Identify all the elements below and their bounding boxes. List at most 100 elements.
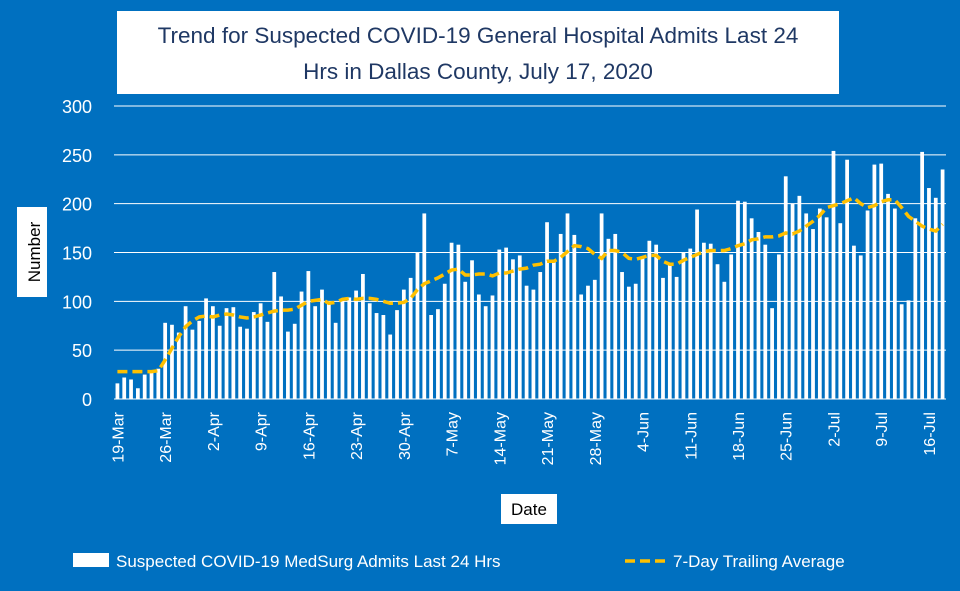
bar — [361, 273, 365, 399]
bar — [326, 301, 331, 399]
x-tick-label: 7-May — [445, 412, 462, 456]
bar — [627, 286, 631, 399]
bar — [142, 374, 147, 399]
bar — [620, 272, 624, 399]
bar — [538, 272, 543, 399]
bar — [756, 231, 761, 399]
bar — [408, 277, 413, 399]
bar — [872, 164, 877, 399]
x-tick-label: 26-Mar — [158, 411, 175, 462]
bar — [640, 257, 645, 399]
x-tick-label: 23-Apr — [349, 411, 366, 460]
x-tick-label: 18-Jun — [731, 412, 748, 461]
bar — [470, 260, 474, 399]
bar — [647, 240, 652, 399]
x-tick-label: 2-Jul — [826, 412, 843, 447]
bar — [681, 252, 686, 399]
bar — [742, 201, 747, 399]
legend-line-label: 7-Day Trailing Average — [673, 552, 845, 571]
bar — [551, 262, 556, 399]
bar — [695, 209, 699, 399]
bar — [565, 213, 570, 399]
legend-bar-swatch — [73, 553, 109, 567]
y-tick-label: 50 — [72, 341, 92, 361]
bar — [927, 188, 931, 399]
bar — [367, 303, 372, 399]
chart-title-line-2: Hrs in Dallas County, July 17, 2020 — [303, 59, 653, 84]
x-tick-label: 19-Mar — [110, 411, 127, 462]
bar — [899, 304, 904, 399]
y-tick-label: 0 — [82, 390, 92, 410]
bar — [204, 298, 208, 399]
bar — [811, 229, 815, 399]
legend-bar-label: Suspected COVID-19 MedSurg Admits Last 2… — [116, 552, 501, 571]
bar — [688, 248, 693, 399]
y-axis-label: Number — [25, 221, 44, 282]
bar — [211, 306, 215, 399]
bar — [783, 176, 788, 399]
bar-layer — [115, 150, 945, 399]
bar — [217, 325, 222, 399]
bar — [572, 234, 577, 399]
bar — [852, 245, 856, 399]
bar — [313, 306, 318, 399]
bar — [579, 294, 584, 399]
x-tick-labels: 19-Mar 26-Mar 2-Apr 9-Apr 16-Apr 23-Apr 30-Apr… — [110, 411, 939, 465]
bar — [654, 244, 659, 399]
bar — [122, 377, 127, 399]
bar — [817, 208, 822, 399]
average-line — [117, 195, 944, 374]
bar — [401, 289, 406, 399]
legend: Suspected COVID-19 MedSurg Admits Last 2… — [73, 552, 845, 571]
bar — [667, 263, 672, 399]
bar — [463, 281, 468, 399]
bar — [251, 312, 256, 399]
bar — [347, 297, 352, 399]
bar — [613, 233, 618, 399]
x-tick-label: 30-Apr — [397, 411, 414, 460]
bar — [804, 213, 809, 399]
bar — [592, 279, 597, 399]
bar — [586, 285, 590, 399]
bar — [320, 289, 324, 399]
bar — [483, 306, 488, 399]
bar — [456, 244, 461, 399]
bar — [661, 277, 665, 399]
bar — [715, 264, 720, 399]
bar — [115, 383, 120, 399]
chart-title-line-1: Trend for Suspected COVID-19 General Hos… — [158, 23, 799, 48]
bar — [913, 218, 918, 399]
bar — [279, 296, 283, 399]
x-tick-label: 21-May — [540, 412, 557, 465]
bar — [511, 259, 515, 399]
bar — [354, 290, 358, 399]
bar — [272, 272, 277, 399]
bar — [558, 233, 563, 399]
bar — [224, 308, 229, 399]
bar — [504, 247, 509, 399]
bar — [886, 193, 890, 399]
bar — [708, 243, 713, 399]
x-axis-label: Date — [511, 500, 547, 519]
bar — [333, 322, 338, 399]
bar — [415, 252, 420, 399]
bar — [524, 285, 529, 399]
bar — [231, 307, 236, 399]
bar — [238, 326, 243, 399]
x-axis-label-box — [501, 494, 557, 524]
bar — [129, 379, 133, 399]
bar — [736, 200, 740, 399]
bar — [838, 223, 843, 399]
x-tick-label: 9-Apr — [254, 411, 271, 451]
y-tick-label: 100 — [62, 292, 92, 312]
bar — [790, 203, 795, 399]
bar — [606, 238, 611, 399]
x-tick-label: 16-Jul — [922, 412, 939, 456]
bar — [831, 150, 836, 399]
bar — [286, 331, 290, 399]
bar — [476, 294, 481, 399]
bar — [906, 300, 911, 399]
x-tick-label: 28-May — [588, 412, 605, 465]
bar — [797, 195, 802, 399]
